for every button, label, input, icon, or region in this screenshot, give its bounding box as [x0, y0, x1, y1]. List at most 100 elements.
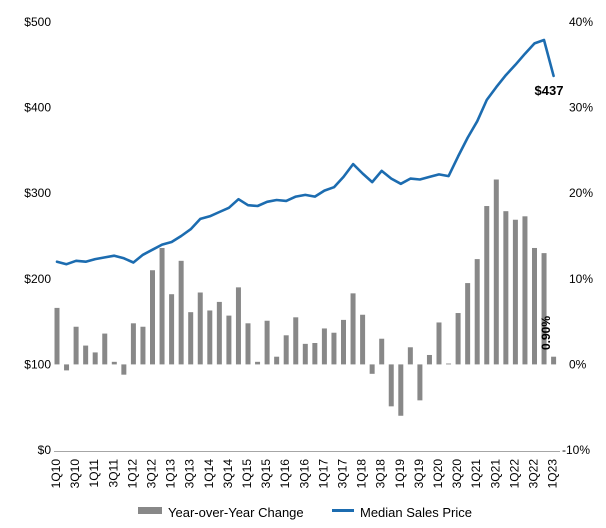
bar-1Q21: [474, 259, 480, 365]
x-tick-3Q15: 3Q15: [259, 459, 273, 489]
y-right-tick-10%: 10%: [569, 272, 593, 286]
annotation-last-bar-value: 0.90%: [539, 316, 553, 350]
y-right-tick-40%: 40%: [569, 15, 593, 29]
bar-4Q15: [274, 356, 280, 365]
bar-2Q22: [522, 216, 528, 365]
bar-4Q18: [388, 364, 394, 407]
y-left-tick-$200: $200: [24, 272, 51, 286]
x-tick-1Q18: 1Q18: [355, 459, 369, 489]
x-tick-1Q20: 1Q20: [431, 459, 445, 489]
x-tick-1Q17: 1Q17: [316, 459, 330, 489]
bar-2Q21: [484, 206, 490, 365]
bar-2Q19: [407, 347, 413, 365]
bar-3Q17: [341, 319, 346, 365]
bar-3Q21: [493, 179, 499, 365]
x-tick-1Q21: 1Q21: [469, 459, 483, 489]
bar-4Q22: [541, 253, 547, 365]
bar-1Q13: [169, 294, 175, 365]
bar-4Q16: [312, 343, 318, 365]
y-right-tick-0%: 0%: [569, 357, 587, 371]
annotation-line-end-value: $437: [535, 83, 564, 98]
bar-1Q19: [398, 364, 404, 416]
x-tick-3Q11: 3Q11: [106, 459, 120, 488]
x-tick-1Q14: 1Q14: [202, 459, 216, 489]
bar-2Q12: [140, 326, 146, 365]
bar-4Q21: [503, 211, 509, 365]
bar-4Q13: [197, 292, 203, 365]
bar-1Q14: [207, 310, 213, 365]
bar-2Q18: [369, 364, 375, 374]
legend-label-median-sales-price: Median Sales Price: [360, 505, 472, 520]
bar-2Q13: [178, 260, 184, 365]
bar-3Q13: [188, 312, 194, 365]
y-right-tick-20%: 20%: [569, 186, 593, 200]
bar-1Q16: [283, 335, 289, 365]
bar-4Q17: [350, 293, 356, 365]
x-tick-1Q19: 1Q19: [393, 459, 407, 489]
x-tick-3Q18: 3Q18: [374, 459, 388, 489]
bar-1Q20: [436, 322, 442, 365]
bar-2Q17: [331, 332, 337, 365]
bar-3Q10: [73, 326, 79, 365]
bar-1Q17: [321, 328, 327, 365]
bar-3Q12: [150, 270, 155, 365]
bar-2Q14: [216, 301, 222, 365]
bar-4Q19: [426, 354, 432, 365]
y-left-tick-$100: $100: [24, 357, 51, 371]
y-right-tick--10%: -10%: [562, 443, 590, 457]
x-tick-1Q12: 1Q12: [125, 459, 139, 489]
x-tick-1Q13: 1Q13: [164, 459, 178, 489]
bar-3Q11: [111, 361, 117, 365]
bar-1Q10: [54, 307, 60, 365]
x-tick-1Q11: 1Q11: [87, 459, 101, 488]
bar-1Q23: [551, 356, 557, 365]
x-tick-3Q19: 3Q19: [412, 459, 426, 489]
bar-2Q15: [255, 361, 261, 365]
x-tick-1Q22: 1Q22: [507, 459, 521, 489]
bar-3Q18: [379, 338, 385, 365]
bar-1Q22: [512, 219, 518, 365]
x-tick-1Q23: 1Q23: [546, 459, 560, 489]
x-tick-3Q17: 3Q17: [336, 459, 350, 489]
x-tick-3Q20: 3Q20: [450, 459, 464, 489]
bar-4Q10: [83, 345, 89, 365]
legend-bar-swatch: [138, 507, 162, 514]
y-left-tick-$500: $500: [24, 15, 51, 29]
legend-label-year-over-year-change: Year-over-Year Change: [168, 505, 304, 520]
bar-3Q16: [302, 343, 308, 365]
bar-3Q20: [455, 313, 461, 365]
median-sales-price-line: [55, 38, 555, 266]
bar-2Q16: [293, 317, 299, 365]
x-tick-3Q16: 3Q16: [297, 459, 311, 489]
x-tick-3Q14: 3Q14: [221, 459, 235, 489]
x-tick-1Q15: 1Q15: [240, 459, 254, 489]
x-tick-3Q10: 3Q10: [68, 459, 82, 489]
bar-1Q11: [92, 352, 98, 365]
bar-4Q11: [121, 364, 127, 375]
bar-3Q19: [417, 364, 423, 401]
x-tick-1Q10: 1Q10: [49, 459, 63, 489]
y-left-tick-$400: $400: [24, 101, 51, 115]
bar-4Q12: [159, 247, 165, 365]
bar-1Q15: [245, 323, 251, 365]
bar-1Q12: [130, 323, 136, 365]
y-right-tick-30%: 30%: [569, 101, 593, 115]
bar-4Q14: [235, 287, 241, 365]
y-left-tick-$0: $0: [38, 443, 52, 457]
x-tick-3Q22: 3Q22: [527, 459, 541, 489]
y-left-tick-$300: $300: [24, 186, 51, 200]
bar-1Q18: [360, 314, 366, 365]
x-tick-1Q16: 1Q16: [278, 459, 292, 489]
x-tick-3Q21: 3Q21: [488, 459, 502, 489]
bar-3Q22: [532, 247, 537, 365]
bar-4Q20: [465, 283, 471, 365]
bar-2Q20: [446, 363, 452, 365]
x-tick-3Q13: 3Q13: [183, 459, 197, 489]
bar-2Q11: [102, 333, 108, 365]
bar-3Q15: [264, 320, 270, 365]
bar-3Q14: [226, 315, 232, 365]
x-tick-3Q12: 3Q12: [145, 459, 159, 489]
bar-2Q10: [64, 364, 70, 371]
